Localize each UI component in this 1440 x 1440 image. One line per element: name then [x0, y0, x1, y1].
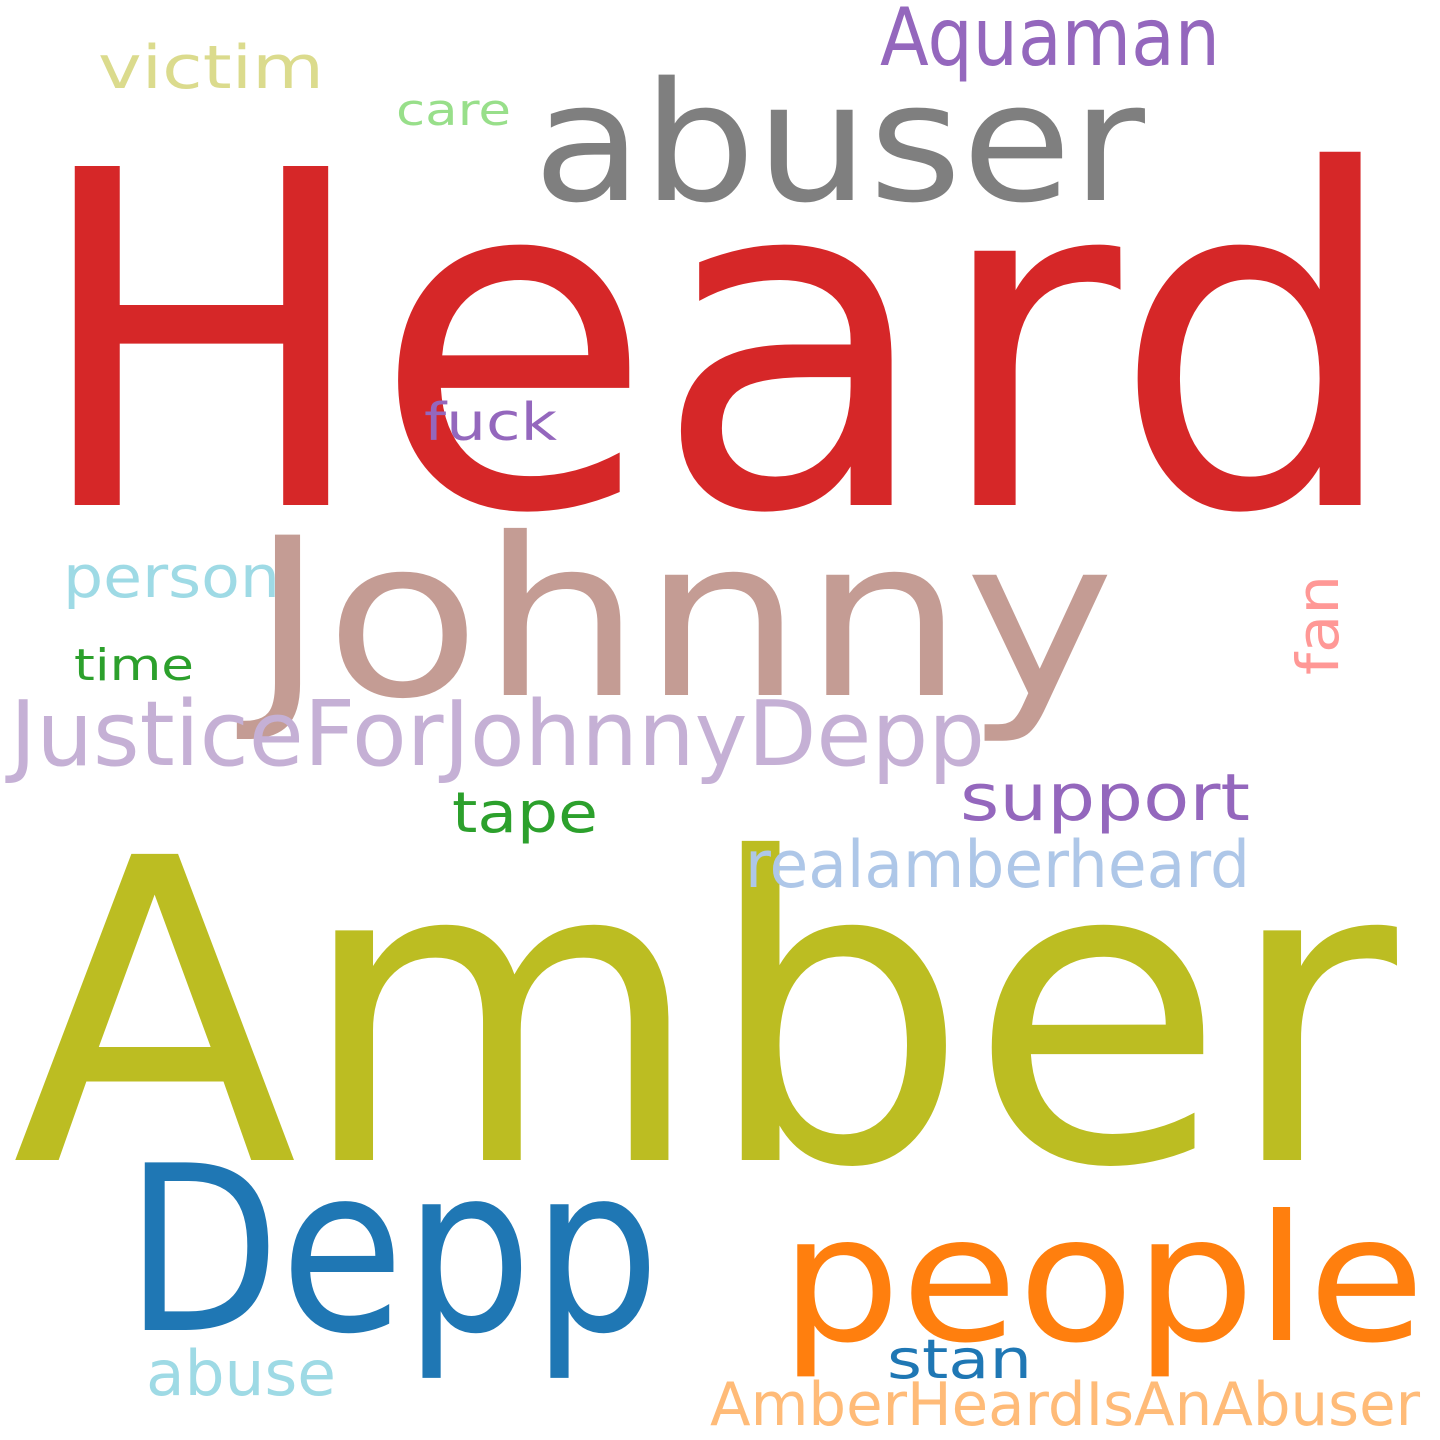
word-time: time [74, 640, 194, 691]
word-victim: victim [98, 33, 324, 103]
word-amber: Amber [12, 771, 1401, 1260]
word-abuser: abuser [533, 47, 1145, 239]
word-depp: Depp [125, 1118, 660, 1385]
word-person: person [63, 543, 280, 611]
word-tape: tape [452, 781, 598, 846]
word-care: care [396, 85, 511, 136]
word-amberheardisanabuser: AmberHeardIsAnAbuser [710, 1370, 1420, 1440]
word-fuck: fuck [424, 393, 557, 453]
word-aquaman: Aquaman [880, 0, 1220, 84]
word-johnny: Johnny [236, 491, 1115, 747]
word-support: support [960, 761, 1250, 836]
word-people: people [780, 1179, 1425, 1382]
word-fan: fan [1284, 575, 1352, 675]
word-stan: stan [887, 1328, 1032, 1391]
word-justiceforjohnnydepp: JusticeForJohnnyDepp [5, 682, 985, 787]
word-abuse: abuse [146, 1337, 336, 1410]
word-heard: Heard [30, 73, 1402, 615]
word-realamberheard: realamberheard [745, 828, 1250, 903]
